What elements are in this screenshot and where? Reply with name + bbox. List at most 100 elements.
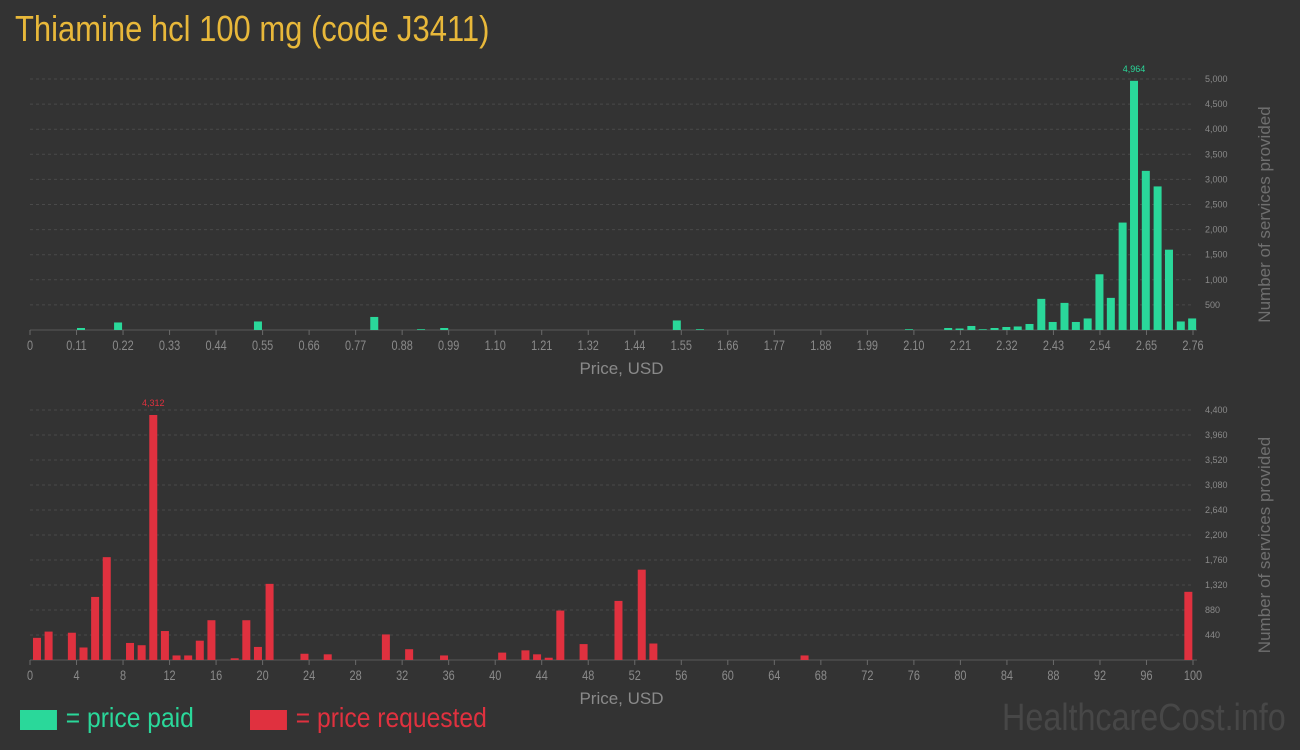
histogram-bar: [67, 632, 76, 660]
histogram-bar: [579, 644, 588, 660]
histogram-bar: [172, 655, 181, 660]
x-tick-label: 2.10: [903, 338, 924, 354]
x-tick-label: 32: [396, 668, 408, 684]
y-tick-label: 4,500: [1205, 99, 1228, 109]
legend-price-paid: = price paid: [20, 702, 194, 734]
x-tick-label: 0.33: [159, 338, 180, 354]
histogram-bar: [207, 620, 216, 660]
x-tick-label: 1.77: [764, 338, 785, 354]
histogram-bar: [1025, 323, 1034, 330]
x-tick-label: 0: [27, 338, 33, 354]
legend-swatch-requested: [250, 709, 287, 730]
y-tick-label: 440: [1205, 630, 1220, 640]
histogram-bar: [1141, 170, 1150, 330]
x-tick-label: 80: [954, 668, 966, 684]
histogram-bar: [114, 322, 123, 330]
histogram-bar: [300, 653, 309, 660]
histogram-bar: [637, 569, 646, 660]
x-tick-label: 28: [350, 668, 362, 684]
x-tick-label: 1.10: [485, 338, 506, 354]
x-tick-label: 36: [443, 668, 455, 684]
histogram-bar: [1095, 274, 1104, 330]
histogram-bar: [1164, 249, 1173, 330]
y-tick-label: 3,500: [1205, 149, 1228, 159]
histogram-bar: [265, 583, 274, 660]
x-tick-label: 1.32: [578, 338, 599, 354]
legend-label-requested: = price requested: [295, 702, 487, 733]
y-tick-label: 2,200: [1205, 530, 1228, 540]
x-tick-label: 84: [1001, 668, 1013, 684]
y-tick-label: 3,080: [1205, 480, 1228, 490]
histogram-bar: [253, 646, 262, 660]
histogram-bar: [440, 327, 449, 330]
histogram-bar: [32, 637, 41, 660]
histogram-bar: [1130, 80, 1139, 331]
x-tick-label: 72: [861, 668, 873, 684]
histogram-bar: [1083, 318, 1092, 330]
histogram-bar: [184, 655, 193, 660]
price-paid-histogram: 500 1,000 1,500 2,000 2,500 3,000 3,500 4,000 4,…: [27, 64, 1274, 378]
histogram-bar: [440, 655, 449, 660]
histogram-bar: [955, 328, 964, 330]
x-tick-label: 100: [1184, 668, 1202, 684]
histogram-bar: [1037, 298, 1046, 330]
histogram-bar: [370, 316, 379, 330]
y-tick-label: 4,400: [1205, 405, 1228, 415]
y-tick-label: 1,760: [1205, 555, 1228, 565]
histogram-bar: [242, 620, 251, 660]
histogram-bar: [990, 327, 999, 330]
x-tick-label: 0.99: [438, 338, 459, 354]
x-tick-label: 0.55: [252, 338, 273, 354]
histogram-bar: [1106, 297, 1115, 330]
histogram-bar: [126, 642, 135, 660]
x-tick-label: 2.32: [996, 338, 1017, 354]
histogram-bar: [253, 321, 262, 330]
x-tick-label: 2.65: [1136, 338, 1157, 354]
y-tick-label: 1,500: [1205, 250, 1228, 260]
x-tick-label: 64: [768, 668, 780, 684]
x-tick-label: 52: [629, 668, 641, 684]
histogram-bar: [149, 415, 158, 660]
histogram-bar: [405, 649, 414, 660]
y-tick-label: 880: [1205, 605, 1220, 615]
x-tick-label: 16: [210, 668, 222, 684]
y-tick-label: 5,000: [1205, 74, 1228, 84]
x-tick-label: 2.21: [950, 338, 971, 354]
histogram-bar: [1013, 326, 1022, 330]
x-tick-label: 1.88: [810, 338, 831, 354]
x-tick-label: 2.54: [1089, 338, 1110, 354]
histogram-bar: [76, 327, 85, 330]
histogram-bar: [1153, 186, 1162, 330]
x-tick-label: 8: [120, 668, 126, 684]
histogram-bar: [695, 329, 704, 330]
histogram-bar: [556, 610, 565, 660]
legend-swatch-paid: [20, 709, 57, 730]
histogram-bar: [1071, 321, 1080, 330]
x-tick-label: 0.77: [345, 338, 366, 354]
x-tick-label: 1.99: [857, 338, 878, 354]
x-tick-label: 1.55: [671, 338, 692, 354]
histogram-bar: [102, 557, 111, 660]
y-axis-title: Number of services provided: [1255, 106, 1274, 322]
x-tick-label: 4: [73, 668, 79, 684]
y-tick-label: 3,960: [1205, 430, 1228, 440]
y-tick-label: 1,320: [1205, 580, 1228, 590]
x-tick-label: 0.44: [205, 338, 226, 354]
page-title: Thiamine hcl 100 mg (code J3411): [15, 8, 490, 49]
histogram-bar: [544, 657, 553, 660]
y-tick-label: 1,000: [1205, 275, 1228, 285]
x-tick-label: 56: [675, 668, 687, 684]
histogram-bar: [498, 652, 507, 660]
x-tick-label: 40: [489, 668, 501, 684]
x-tick-label: 12: [163, 668, 175, 684]
histogram-bar: [417, 329, 426, 330]
histogram-bar: [195, 640, 204, 660]
x-tick-label: 24: [303, 668, 315, 684]
x-tick-label: 88: [1047, 668, 1059, 684]
x-axis-title: Price, USD: [579, 359, 663, 378]
histogram-bar: [1188, 318, 1197, 330]
x-tick-label: 1.21: [531, 338, 552, 354]
y-tick-label: 500: [1205, 300, 1220, 310]
peak-value-label: 4,964: [1123, 64, 1146, 74]
